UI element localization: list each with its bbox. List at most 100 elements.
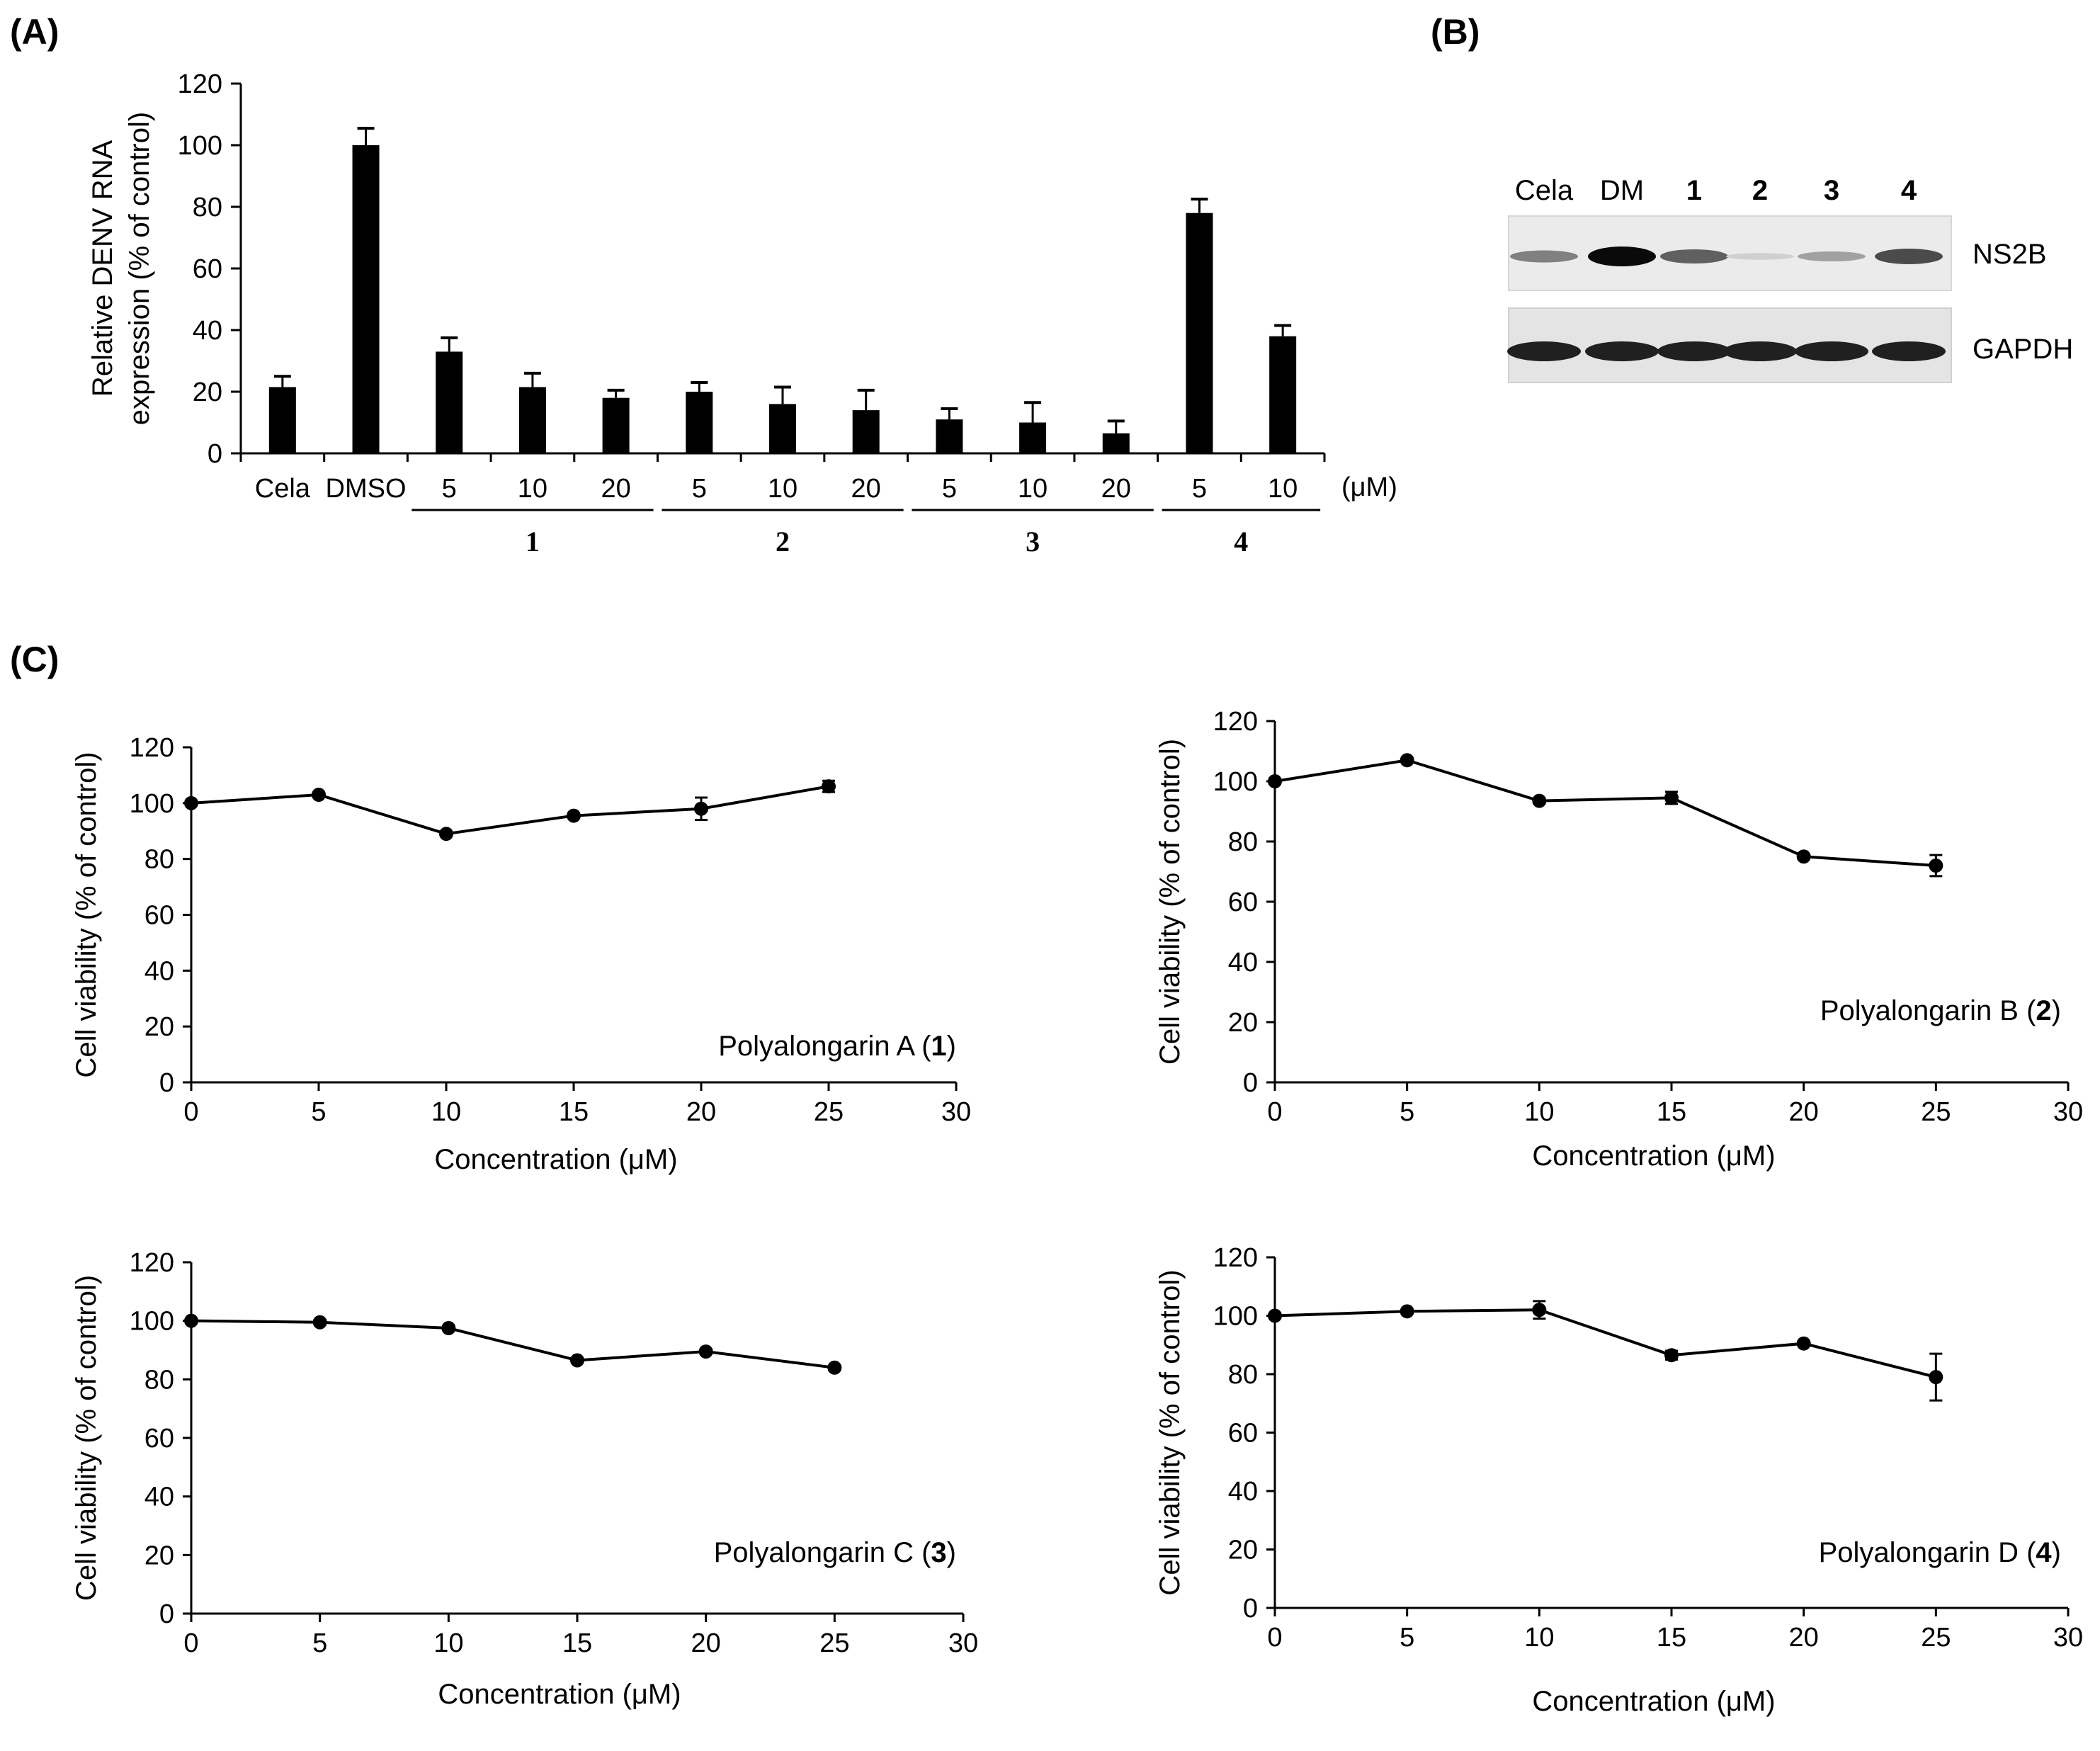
data-point xyxy=(1796,849,1811,864)
lane-label: 1 xyxy=(1686,175,1702,206)
x-tick-label: 25 xyxy=(1921,1623,1951,1653)
ns2b-band xyxy=(1660,249,1728,264)
data-point xyxy=(1268,774,1282,788)
category-label: Cela xyxy=(255,474,311,504)
y-axis-label: Cell viability (% of control) xyxy=(1154,1269,1186,1595)
data-point xyxy=(827,1360,842,1375)
y-tick-label: 60 xyxy=(1228,1419,1258,1449)
y-tick-label: 80 xyxy=(144,845,174,875)
series-line xyxy=(191,1319,835,1369)
data-point xyxy=(1664,1348,1679,1363)
data-point xyxy=(1532,1303,1547,1318)
y-tick-label: 80 xyxy=(1228,1360,1258,1390)
data-point xyxy=(1532,793,1547,808)
category-label: 10 xyxy=(768,474,798,504)
category-label: DMSO xyxy=(326,474,407,504)
y-tick-label: 40 xyxy=(144,956,174,986)
panel-letter-c: (C) xyxy=(10,640,59,679)
series-compound-number: 3 xyxy=(931,1537,946,1568)
group-label: 2 xyxy=(776,526,790,557)
series-name-label: Polyalongarin A (1) xyxy=(718,1031,956,1062)
line-chart-polyalongarin-a: 0 20 40 60 80 100 120 0 5 10 15 20 25 30 Concentration… xyxy=(71,733,971,1175)
y-tick-label: 80 xyxy=(1228,827,1258,857)
line-chart-polyalongarin-b: 0 20 40 60 80 100 120 0 5 10 15 20 25 30 Concentration… xyxy=(1154,707,2083,1172)
x-tick-label: 5 xyxy=(311,1097,326,1127)
group-label: 4 xyxy=(1234,526,1248,557)
series-compound-number: 4 xyxy=(2036,1537,2052,1568)
series-label-close: ) xyxy=(2052,1537,2061,1568)
x-tick-label: 30 xyxy=(2053,1623,2083,1653)
y-tick-label: 60 xyxy=(193,254,222,284)
series-line xyxy=(1274,1308,1936,1379)
gapdh-band xyxy=(1723,341,1797,361)
x-tick-label: 10 xyxy=(431,1097,461,1127)
y-tick-label: 100 xyxy=(178,131,222,161)
series-name-text: Polyalongarin A ( xyxy=(718,1031,931,1062)
x-axis-label: Concentration (μM) xyxy=(1532,1140,1775,1172)
ns2b-band xyxy=(1726,253,1794,260)
lane-label: 2 xyxy=(1752,175,1768,206)
data-point xyxy=(1268,1308,1282,1323)
x-tick-label: 30 xyxy=(941,1097,971,1127)
y-tick-label: 20 xyxy=(193,378,222,407)
y-tick-label: 60 xyxy=(144,901,174,931)
y-tick-label: 120 xyxy=(130,733,174,763)
bar xyxy=(436,351,463,453)
x-axis-label: Concentration (μM) xyxy=(438,1679,681,1710)
y-tick-label: 0 xyxy=(1243,1068,1258,1098)
category-label: 5 xyxy=(1192,474,1207,504)
category-label: 5 xyxy=(942,474,957,504)
data-point xyxy=(1664,790,1679,805)
data-point xyxy=(822,779,836,794)
y-tick-label: 20 xyxy=(144,1012,174,1042)
y-tick-label: 60 xyxy=(1228,888,1258,917)
bar xyxy=(268,387,296,453)
gapdh-band xyxy=(1872,341,1946,361)
series-name-text: Polyalongarin B ( xyxy=(1820,995,2036,1026)
series-compound-number: 2 xyxy=(2036,995,2051,1026)
data-point xyxy=(570,1353,584,1368)
y-tick-label: 0 xyxy=(159,1068,174,1098)
x-tick-label: 5 xyxy=(312,1628,327,1658)
y-tick-label: 120 xyxy=(1213,707,1258,737)
y-axis-label: Cell viability (% of control) xyxy=(71,1275,102,1601)
x-axis-label: Concentration (μM) xyxy=(1532,1686,1775,1717)
series-name-label: Polyalongarin B (2) xyxy=(1820,995,2061,1026)
x-tick-label: 15 xyxy=(559,1097,589,1127)
category-label: 20 xyxy=(601,474,630,504)
x-tick-label: 0 xyxy=(183,1628,198,1658)
y-tick-label: 100 xyxy=(1213,767,1258,797)
y-tick-label: 40 xyxy=(144,1483,174,1512)
gapdh-membrane xyxy=(1508,307,1952,383)
category-label: 10 xyxy=(1268,474,1298,504)
y-tick-label: 0 xyxy=(159,1599,174,1629)
data-point xyxy=(698,1344,713,1359)
y-axis-label: Cell viability (% of control) xyxy=(1154,739,1186,1065)
western-blot: Cela DM 1 2 3 4 NS2B GAPDH xyxy=(1507,175,2073,383)
lane-label: 3 xyxy=(1824,175,1839,206)
bar xyxy=(852,410,880,453)
data-point xyxy=(441,1321,456,1335)
category-label: 10 xyxy=(1018,474,1048,504)
x-tick-label: 5 xyxy=(1400,1097,1414,1127)
category-label: 20 xyxy=(1101,474,1131,504)
x-tick-label: 0 xyxy=(183,1097,198,1127)
gapdh-band xyxy=(1507,341,1581,361)
y-tick-label: 40 xyxy=(1228,1477,1258,1507)
y-tick-label: 120 xyxy=(178,69,222,99)
bar xyxy=(769,404,796,453)
x-tick-label: 0 xyxy=(1267,1097,1282,1127)
y-tick-label: 0 xyxy=(208,439,222,469)
x-tick-label: 20 xyxy=(686,1097,716,1127)
y-tick-label: 40 xyxy=(1228,948,1258,978)
y-tick-label: 20 xyxy=(1228,1008,1258,1038)
bar xyxy=(1019,422,1047,453)
x-tick-label: 15 xyxy=(1657,1097,1686,1127)
x-axis-label: Concentration (μM) xyxy=(434,1144,677,1175)
data-point xyxy=(1929,1370,1943,1385)
y-tick-label: 60 xyxy=(144,1424,174,1454)
x-tick-label: 10 xyxy=(433,1628,463,1658)
group-label: 1 xyxy=(526,526,540,557)
